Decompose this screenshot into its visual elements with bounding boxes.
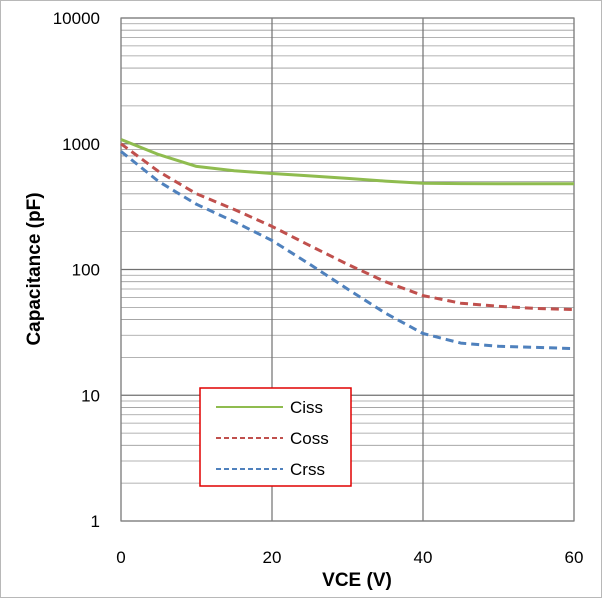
legend-label-crss: Crss <box>290 460 325 479</box>
y-tick-label: 10000 <box>53 9 100 28</box>
x-tick-label: 60 <box>565 548 584 567</box>
legend: Ciss Coss Crss <box>199 387 352 487</box>
x-tick-label: 0 <box>116 548 125 567</box>
y-axis-title: Capacitance (pF) <box>24 192 45 345</box>
series-layer <box>120 138 575 351</box>
x-tick-labels: 0 20 40 60 <box>116 548 583 567</box>
minor-gridlines <box>121 23 574 484</box>
y-tick-label: 1000 <box>62 135 100 154</box>
series-line-ciss <box>120 138 574 186</box>
series-line-crss <box>120 150 575 351</box>
x-axis-title: VCE (V) <box>322 570 392 591</box>
y-tick-label: 10 <box>81 386 100 405</box>
y-tick-label: 1 <box>91 512 100 531</box>
x-tick-label: 20 <box>263 548 282 567</box>
x-tick-label: 40 <box>414 548 433 567</box>
y-tick-label: 100 <box>72 261 100 280</box>
y-tick-labels: 1 10 100 1000 10000 <box>53 9 100 531</box>
legend-label-ciss: Ciss <box>290 398 323 417</box>
legend-label-coss: Coss <box>290 429 329 448</box>
plot-area-border <box>120 17 575 522</box>
series-line-coss <box>120 142 575 312</box>
